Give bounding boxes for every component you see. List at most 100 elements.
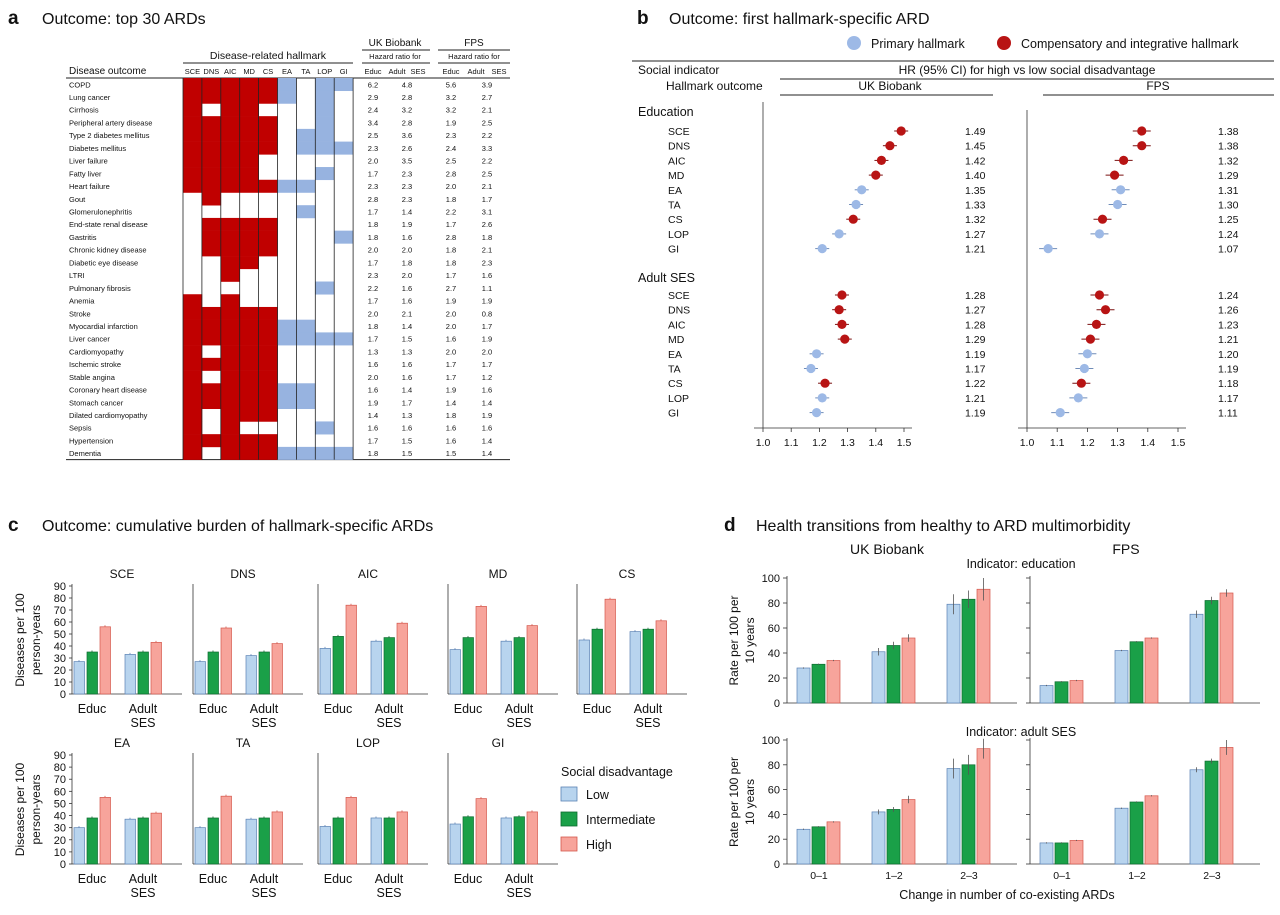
ukb-hr-adult-ses: 4.8 [402,80,412,89]
ukb-hr-value: 1.45 [965,141,986,153]
d-bar-intermediate [1054,681,1069,704]
hallmark-cell-ea [277,319,297,333]
bar-low [124,654,136,695]
bar-low [73,661,85,695]
bar-high [475,606,487,695]
c-group-label: Educ [324,872,353,886]
hallmark-cell-aic [220,179,240,193]
ukb-hr-value: 1.19 [965,349,986,361]
chart-title-gi: GI [492,736,505,750]
ukb-hr-point [851,199,861,210]
disease-name: COPD [69,80,91,89]
ukb-hr-value: 1.40 [965,170,986,182]
bar-intermediate [591,628,603,695]
hallmark-cell-cs [258,116,278,130]
ukb-hr-adult-ses: 2.8 [402,93,412,102]
ukb-hr-educ: 2.0 [368,309,378,318]
hallmark-cell-sce [183,383,203,397]
fps-hr-point [1113,199,1123,210]
ukb-hr-adult-ses: 2.8 [402,118,412,127]
fps-hr-adult-ses: 1.7 [482,195,492,204]
disease-name: Type 2 diabetes mellitus [69,131,150,140]
d-y-tick-label: 100 [762,573,780,585]
fps-hr-value: 1.21 [1218,334,1239,346]
ukb-hr-educ: 2.3 [368,271,378,280]
fps-hr-point [1076,378,1086,388]
hallmark-cell-dns [201,319,222,333]
ukb-hr-adult-ses: 1.3 [402,347,412,356]
hallmark-cell-lop [315,332,335,346]
hallmark-cell-md [239,396,259,410]
b-ukb-header: UK Biobank [858,79,922,93]
hallmark-row-label: SCE [668,126,690,138]
hallmark-col-cs: CS [263,67,273,76]
bar-intermediate [258,817,270,865]
hallmark-cell-dns [201,434,222,448]
chart-title-cs: CS [619,567,636,581]
hallmark-cell-sce [183,78,203,92]
hallmark-cell-lop [315,128,335,142]
fps-hr-value: 1.24 [1218,229,1239,241]
legend-comp-dot [997,36,1011,50]
ukb-hr-educ: 2.9 [368,93,378,102]
d-bar-intermediate [1129,801,1144,865]
d-y-tick-label: 0 [774,698,780,710]
c-y-tick-label: 40 [54,641,66,653]
ukb-hr-value: 1.21 [965,244,986,256]
bar-intermediate [513,637,525,695]
bar-low [370,817,382,865]
ukb-hr-educ: 2.3 [368,144,378,153]
d-y-axis-label-line1: Rate per 100 per [727,757,741,847]
fps-hr-point [1109,170,1120,180]
c-group-label-line2: SES [251,716,276,730]
c-y-axis-label-line1: Diseases per 100 [13,762,27,856]
ukb-hr-point [837,290,847,300]
ukb-hr-point [871,170,881,180]
c-y-tick-label: 20 [54,835,66,847]
disease-name: Peripheral artery disease [69,118,152,127]
d-bar-low [796,667,811,704]
hr-col-header: Educ [364,67,381,76]
bar-low [500,640,512,695]
group-label-adult-ses: Adult SES [638,271,695,285]
d-col-ukb: UK Biobank [850,541,925,557]
hallmark-row-label: GI [668,244,679,256]
hallmark-cell-sce [183,179,203,193]
fps-hr-adult-ses: 2.5 [482,169,492,178]
hallmark-cell-ta [296,205,316,219]
fps-hr-point [1097,214,1108,224]
d-y-tick-label: 0 [774,859,780,871]
c-y-tick-label: 30 [54,653,66,665]
d-bar-low [871,651,886,704]
fps-hr-educ: 1.8 [446,195,456,204]
hallmark-cell-dns [201,306,222,320]
hallmark-cell-cs [258,446,278,460]
panel-b-forest-plot: Primary hallmark Compensatory and integra… [632,36,1274,449]
ukb-hr-educ: 1.7 [368,335,378,344]
hallmark-cell-ea [277,383,297,397]
hallmark-outcome-header: Hallmark outcome [666,79,763,93]
bar-intermediate [383,817,395,865]
hallmark-cell-lop [315,421,335,435]
d-bar-high [976,748,991,865]
ukb-hr-value: 1.35 [965,185,986,197]
hallmark-cell-cs [258,332,278,346]
d-y-tick-label: 60 [768,785,780,797]
hallmark-cell-sce [183,294,203,308]
fps-hr-for: Hazard ratio for [448,52,500,61]
ukb-hr-adult-ses: 1.6 [402,424,412,433]
fps-hr-adult-ses: 1.9 [482,411,492,420]
hallmark-cell-lop [315,116,335,130]
ukb-hr-adult-ses: 1.5 [402,436,412,445]
hallmark-cell-md [239,116,259,130]
ukb-hr-value: 1.19 [965,408,986,420]
legend-swatch-low [560,786,578,802]
ukb-hr-educ: 3.4 [368,118,378,127]
legend-primary-label: Primary hallmark [871,37,966,51]
ukb-hr-value: 1.21 [965,393,986,405]
legend-label-intermediate: Intermediate [586,813,656,827]
hallmark-row-label: DNS [668,141,690,153]
hallmark-cell-cs [258,357,278,371]
fps-hr-educ: 2.8 [446,233,456,242]
ukb-hr-adult-ses: 3.2 [402,106,412,115]
